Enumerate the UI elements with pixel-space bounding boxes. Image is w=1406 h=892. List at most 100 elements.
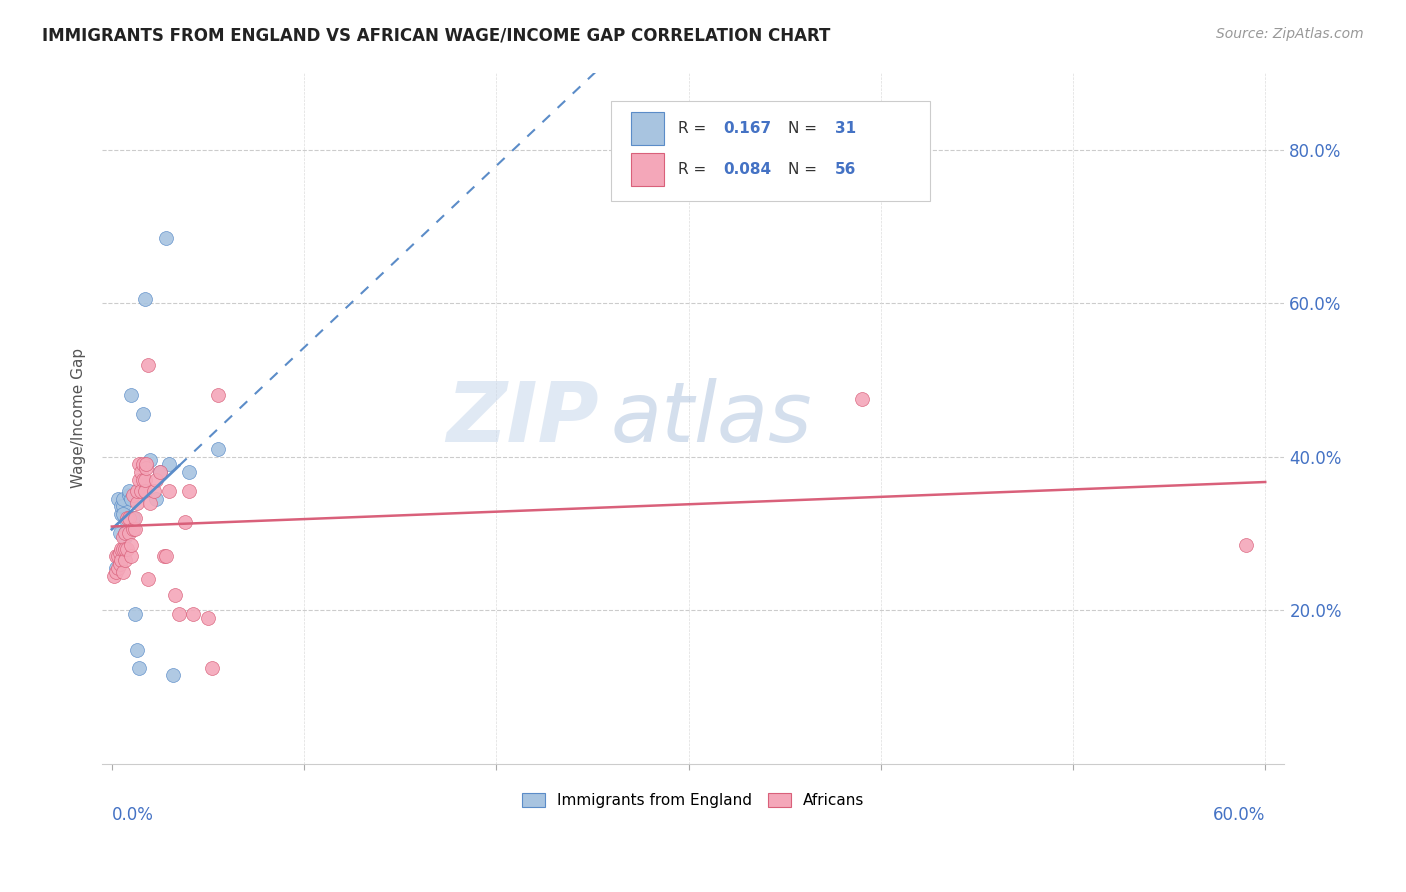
Text: 0.084: 0.084 xyxy=(723,162,770,178)
Point xyxy=(120,388,142,402)
Point xyxy=(149,465,172,479)
Point xyxy=(110,541,132,556)
Text: R =: R = xyxy=(678,120,711,136)
Point xyxy=(112,565,135,579)
Point xyxy=(104,549,127,564)
Point xyxy=(124,607,146,621)
Point xyxy=(104,561,127,575)
Point xyxy=(112,541,135,556)
Point xyxy=(118,484,141,499)
Point xyxy=(165,588,187,602)
Point xyxy=(143,484,166,499)
Point xyxy=(125,643,148,657)
Point xyxy=(139,495,162,509)
Point xyxy=(128,473,150,487)
Point xyxy=(197,611,219,625)
Text: 0.0%: 0.0% xyxy=(112,805,153,823)
Point xyxy=(152,549,174,564)
Point xyxy=(107,561,129,575)
Point xyxy=(107,491,129,506)
Point xyxy=(103,568,125,582)
Point xyxy=(167,607,190,621)
Point xyxy=(851,392,873,406)
Point xyxy=(108,545,131,559)
Point xyxy=(138,358,160,372)
Point xyxy=(155,231,177,245)
Point xyxy=(115,526,138,541)
Text: 56: 56 xyxy=(835,162,856,178)
Point xyxy=(112,507,135,521)
FancyBboxPatch shape xyxy=(631,153,664,186)
Point xyxy=(177,465,200,479)
Point xyxy=(108,557,131,571)
Point xyxy=(120,491,142,506)
Point xyxy=(145,491,167,506)
Point xyxy=(104,565,127,579)
FancyBboxPatch shape xyxy=(610,101,929,201)
Point xyxy=(110,507,132,521)
Point xyxy=(112,500,135,514)
Point xyxy=(134,473,156,487)
Point xyxy=(108,553,131,567)
Point xyxy=(134,484,156,499)
Point xyxy=(118,488,141,502)
Point xyxy=(135,457,157,471)
Point xyxy=(177,484,200,499)
Text: ZIP: ZIP xyxy=(446,377,599,458)
Point xyxy=(129,484,152,499)
Point xyxy=(114,541,136,556)
Text: 31: 31 xyxy=(835,120,856,136)
Point xyxy=(201,660,224,674)
Point xyxy=(114,530,136,544)
Point xyxy=(1234,538,1257,552)
Text: 60.0%: 60.0% xyxy=(1213,805,1265,823)
Point xyxy=(134,293,156,307)
Point xyxy=(114,526,136,541)
Point xyxy=(125,484,148,499)
Point xyxy=(128,457,150,471)
Point xyxy=(149,465,172,479)
Point xyxy=(120,549,142,564)
Point xyxy=(131,473,153,487)
Text: 0.167: 0.167 xyxy=(723,120,770,136)
Point xyxy=(207,388,229,402)
Point xyxy=(138,573,160,587)
Text: Source: ZipAtlas.com: Source: ZipAtlas.com xyxy=(1216,27,1364,41)
Point xyxy=(159,457,181,471)
Text: N =: N = xyxy=(787,120,821,136)
Point xyxy=(122,523,145,537)
Point xyxy=(145,473,167,487)
Point xyxy=(122,511,145,525)
Point xyxy=(181,607,204,621)
Y-axis label: Wage/Income Gap: Wage/Income Gap xyxy=(72,348,86,488)
Point xyxy=(173,515,195,529)
Point xyxy=(124,511,146,525)
Point xyxy=(122,488,145,502)
Point xyxy=(112,530,135,544)
Point xyxy=(110,500,132,514)
Legend: Immigrants from England, Africans: Immigrants from England, Africans xyxy=(516,788,870,814)
Point xyxy=(114,553,136,567)
Point xyxy=(115,541,138,556)
Point xyxy=(118,511,141,525)
Text: N =: N = xyxy=(787,162,821,178)
Point xyxy=(112,491,135,506)
Point xyxy=(162,668,184,682)
Point xyxy=(118,526,141,541)
FancyBboxPatch shape xyxy=(631,112,664,145)
Point xyxy=(110,553,132,567)
Text: R =: R = xyxy=(678,162,711,178)
Point xyxy=(114,526,136,541)
Point xyxy=(131,457,153,471)
Point xyxy=(108,526,131,541)
Point xyxy=(135,461,157,475)
Point xyxy=(107,549,129,564)
Point xyxy=(120,538,142,552)
Point xyxy=(159,484,181,499)
Point xyxy=(155,549,177,564)
Text: atlas: atlas xyxy=(610,377,813,458)
Point xyxy=(129,465,152,479)
Text: IMMIGRANTS FROM ENGLAND VS AFRICAN WAGE/INCOME GAP CORRELATION CHART: IMMIGRANTS FROM ENGLAND VS AFRICAN WAGE/… xyxy=(42,27,831,45)
Point xyxy=(124,523,146,537)
Point xyxy=(125,495,148,509)
